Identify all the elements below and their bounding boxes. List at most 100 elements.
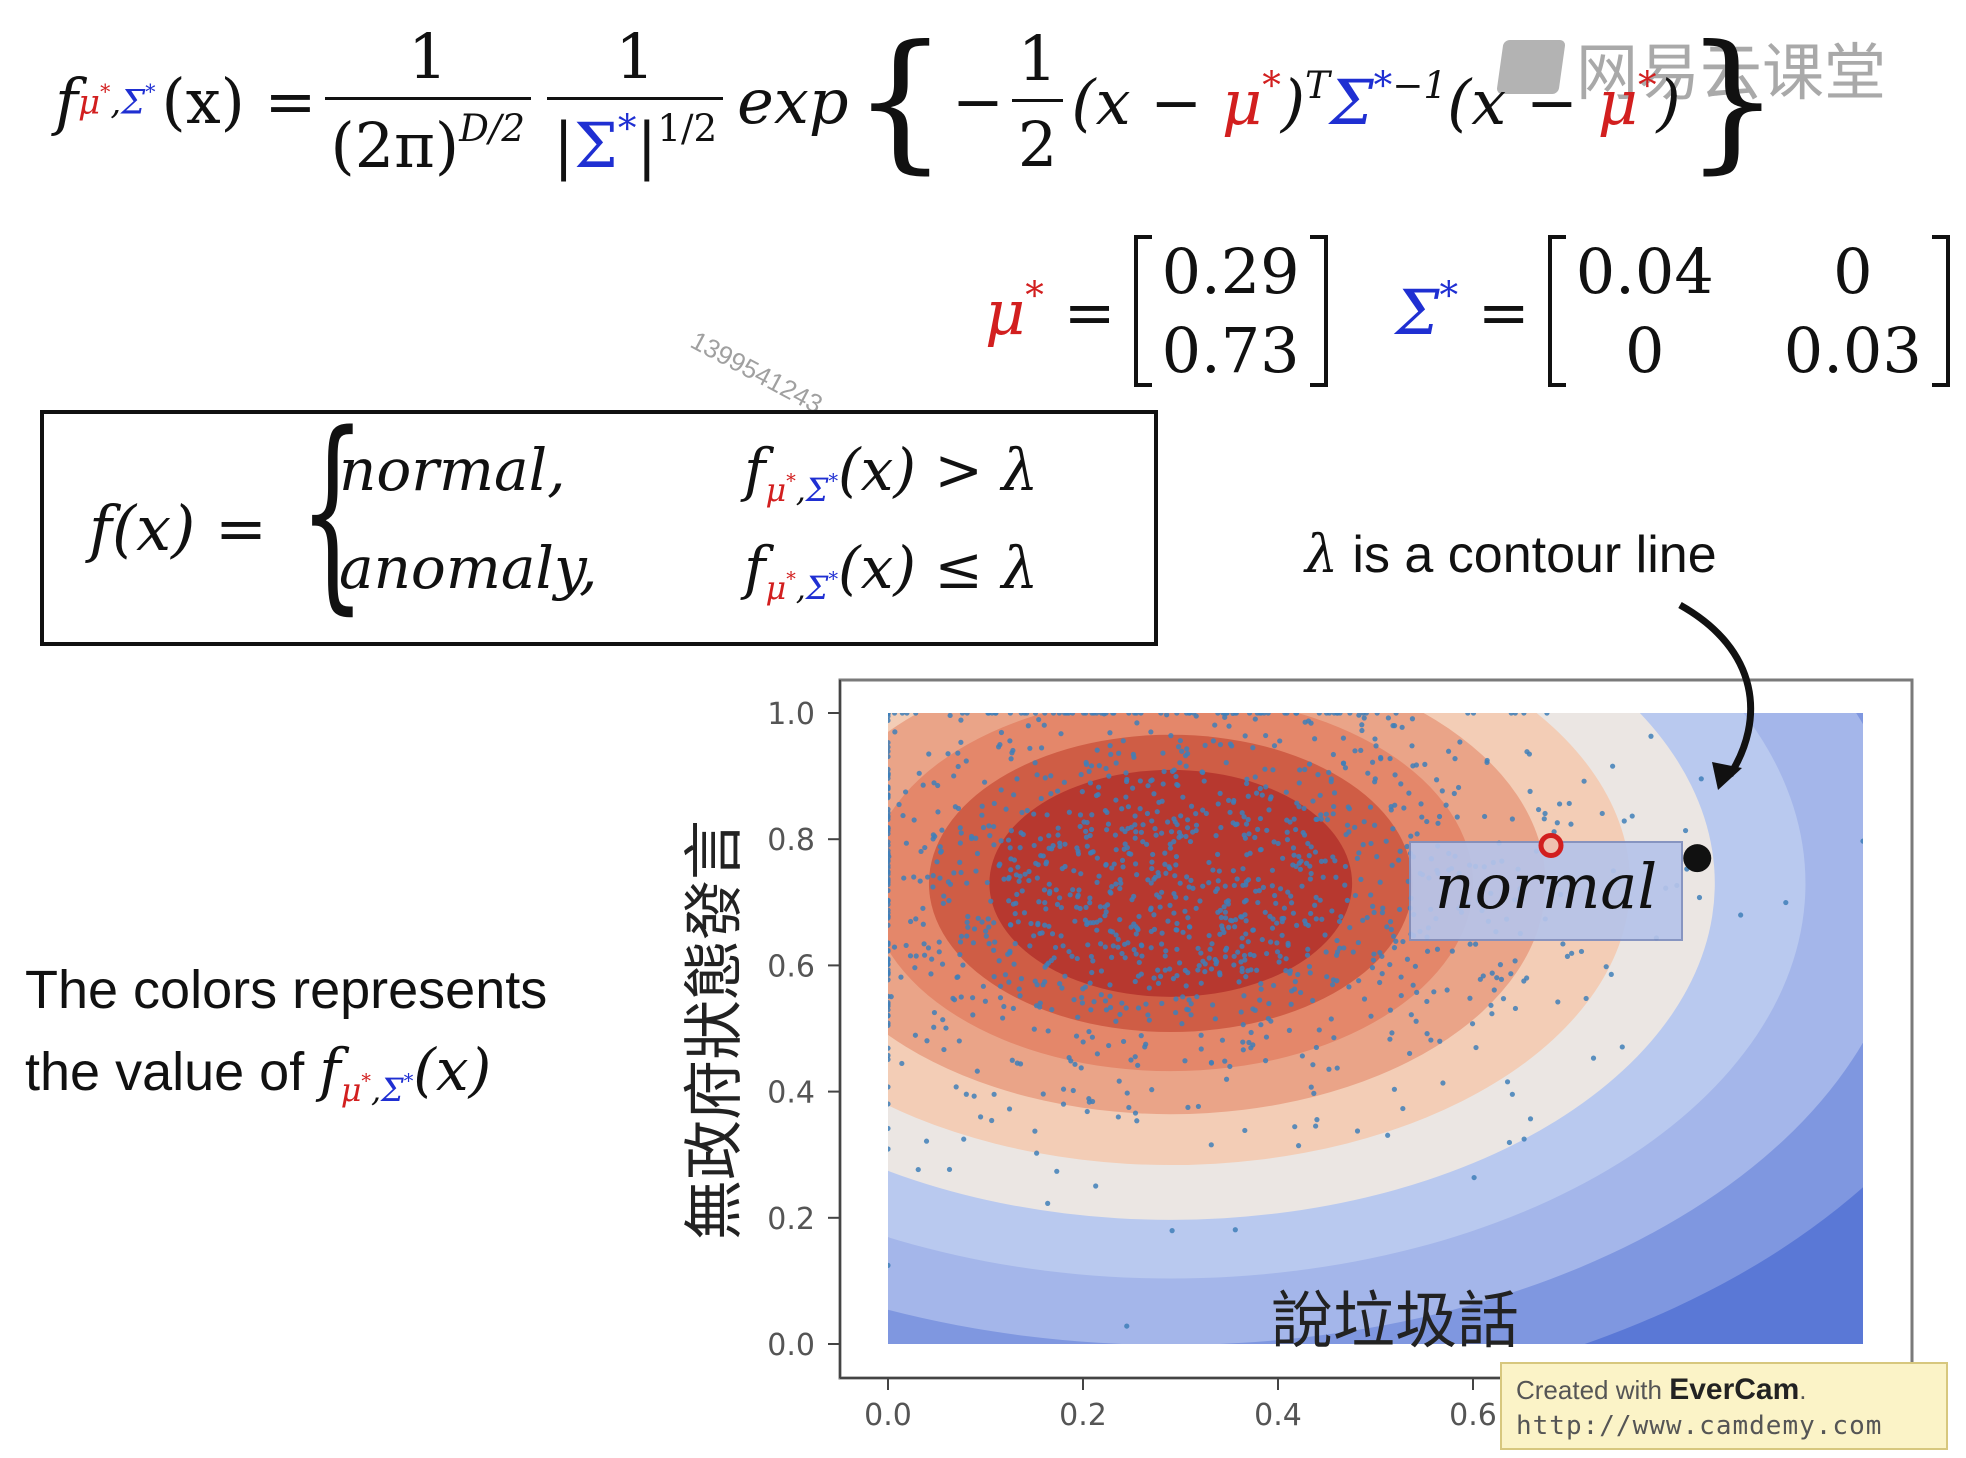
scatter-point <box>888 1045 891 1051</box>
scatter-point <box>1217 741 1224 748</box>
scatter-point <box>960 962 966 968</box>
scatter-point <box>1091 999 1097 1005</box>
scatter-point <box>991 842 997 848</box>
scatter-point <box>977 1114 984 1120</box>
sigma-value: 0.03 <box>1783 314 1922 387</box>
scatter-point <box>1159 930 1165 936</box>
scatter-point <box>1283 789 1289 795</box>
scatter-point <box>1294 800 1300 806</box>
scatter-point <box>1342 863 1349 870</box>
scatter-point <box>1010 747 1016 754</box>
scatter-point <box>970 995 976 1001</box>
scatter-point <box>1007 713 1013 716</box>
scatter-point <box>971 926 978 932</box>
scatter-point <box>1369 965 1376 971</box>
scatter-point <box>985 916 991 922</box>
scatter-point <box>888 813 891 819</box>
scatter-point <box>1324 817 1331 823</box>
scatter-point <box>1107 730 1113 736</box>
scatter-point <box>888 1052 891 1059</box>
scatter-point <box>1231 953 1237 959</box>
scatter-point <box>1521 978 1527 984</box>
scatter-point <box>1334 1065 1340 1071</box>
scatter-point <box>1151 975 1157 981</box>
scatter-point <box>1107 993 1113 999</box>
scatter-point <box>888 857 891 863</box>
scatter-point <box>1180 794 1186 800</box>
scatter-point <box>1253 888 1259 894</box>
scatter-point <box>1102 807 1108 814</box>
scatter-point <box>1255 899 1261 906</box>
scatter-point <box>1222 915 1229 921</box>
scatter-point <box>888 977 891 983</box>
scatter-point <box>1136 959 1142 966</box>
scatter-point <box>1374 713 1380 716</box>
scatter-point <box>992 939 998 945</box>
scatter-point <box>937 875 943 881</box>
scatter-point <box>1126 713 1132 716</box>
scatter-point <box>888 713 891 716</box>
scatter-point <box>1008 828 1014 834</box>
scatter-point <box>1262 909 1268 915</box>
scatter-point <box>1155 980 1162 986</box>
scatter-point <box>1005 837 1012 843</box>
scatter-point <box>1337 945 1343 951</box>
scatter-point <box>918 848 924 855</box>
scatter-point <box>1062 863 1068 870</box>
scatter-point <box>888 1013 891 1019</box>
scatter-point <box>1255 826 1261 832</box>
scatter-point <box>1599 810 1605 817</box>
scatter-point <box>1350 949 1356 955</box>
scatter-point <box>1371 951 1377 957</box>
scatter-point <box>1040 1091 1046 1097</box>
scatter-point <box>1294 922 1300 928</box>
scatter-point <box>1008 867 1014 873</box>
scatter-point <box>1038 745 1045 751</box>
sigma-matrix: 0.04 0 0 0.03 <box>1547 235 1950 387</box>
scatter-point <box>1088 1007 1094 1013</box>
scatter-point <box>965 924 971 930</box>
scatter-point <box>1087 832 1093 839</box>
scatter-point <box>1193 827 1199 834</box>
scatter-point <box>1341 945 1347 951</box>
scatter-point <box>1006 979 1012 985</box>
scatter-point <box>1232 924 1238 930</box>
scatter-point <box>1098 992 1104 998</box>
scatter-point <box>1025 723 1031 729</box>
scatter-point <box>1408 1012 1414 1018</box>
scatter-point <box>1542 810 1548 817</box>
scatter-point <box>1222 714 1228 720</box>
classifier-box: f(x) = { normal, anomaly, fμ*,Σ*(x) > λ … <box>40 406 1158 646</box>
scatter-point <box>1297 767 1303 773</box>
scatter-point <box>1860 838 1863 844</box>
scatter-point <box>1157 904 1163 910</box>
scatter-point <box>1007 845 1013 851</box>
scatter-point <box>939 961 946 967</box>
scatter-point <box>937 844 943 850</box>
scatter-point <box>1055 788 1061 794</box>
scatter-point <box>1361 715 1367 721</box>
scatter-point <box>899 1060 905 1067</box>
scatter-point <box>1277 953 1283 959</box>
scatter-point <box>1358 876 1364 882</box>
scatter-point <box>957 859 963 865</box>
scatter-point <box>1173 862 1179 868</box>
scatter-point <box>1610 763 1616 769</box>
scatter-point <box>1132 835 1138 841</box>
scatter-point <box>1186 924 1193 930</box>
scatter-point <box>1467 995 1473 1001</box>
scatter-point <box>1055 825 1061 831</box>
scatter-point <box>1247 951 1253 958</box>
scatter-point <box>1014 891 1020 897</box>
scatter-point <box>1055 832 1061 838</box>
scatter-point <box>1338 913 1344 920</box>
scatter-point <box>1551 829 1557 835</box>
scatter-point <box>1449 948 1455 954</box>
scatter-point <box>1048 773 1054 779</box>
scatter-point <box>1202 742 1208 748</box>
scatter-point <box>1146 985 1152 991</box>
scatter-point <box>1183 983 1189 989</box>
scatter-point <box>1011 961 1017 967</box>
scatter-point <box>1159 889 1165 895</box>
scatter-point <box>951 773 957 779</box>
